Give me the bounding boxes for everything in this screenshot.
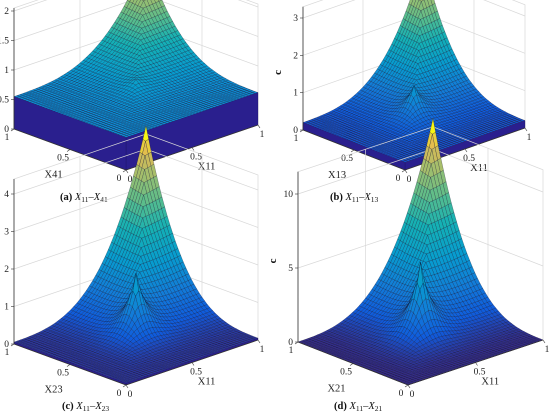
x-tick-label: 1 bbox=[260, 130, 265, 140]
caption-var-y-sub: 13 bbox=[371, 195, 379, 204]
y-axis-title: X13 bbox=[328, 170, 346, 181]
z-tick-label: 1 bbox=[293, 89, 298, 99]
panel-caption: (b) X11–X13 bbox=[330, 192, 379, 204]
z-axis-title: c bbox=[272, 70, 284, 75]
z-tick-label: 1.5 bbox=[0, 37, 9, 47]
y-tick bbox=[401, 169, 406, 173]
x-tick-label: 1 bbox=[527, 133, 532, 143]
z-tick-label: 0.5 bbox=[0, 96, 9, 106]
x-tick-label: 0 bbox=[407, 175, 412, 185]
z-tick-label: 0 bbox=[293, 126, 298, 136]
x-tick bbox=[404, 169, 408, 174]
y-tick bbox=[66, 149, 71, 152]
caption-label: (a) bbox=[60, 192, 75, 203]
x-axis-title: X11 bbox=[198, 161, 216, 172]
x-tick bbox=[257, 124, 261, 129]
z-tick-label: 1 bbox=[4, 66, 9, 76]
grid-line bbox=[13, 0, 259, 41]
y-tick bbox=[122, 169, 127, 173]
z-tick-label: 3 bbox=[293, 14, 298, 24]
x-tick bbox=[464, 148, 468, 153]
z-tick-label: 0 bbox=[4, 125, 9, 135]
x-tick bbox=[524, 127, 528, 132]
y-tick-label: 0 bbox=[396, 174, 401, 184]
x-tick bbox=[125, 169, 129, 174]
y-tick bbox=[350, 149, 355, 153]
caption-label: (b) bbox=[330, 192, 345, 203]
surface bbox=[13, 0, 259, 138]
x-tick bbox=[191, 147, 195, 151]
y-axis-title: X41 bbox=[45, 170, 63, 181]
z-tick-label: 2 bbox=[4, 7, 9, 17]
y-tick-label: 0 bbox=[117, 174, 122, 184]
z-tick-label: 2 bbox=[293, 51, 298, 61]
